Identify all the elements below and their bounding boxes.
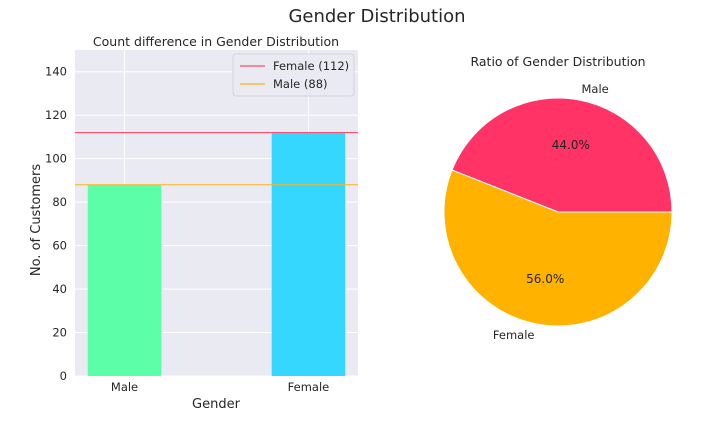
- reference-lines: [75, 132, 358, 186]
- bar-series: [87, 132, 346, 376]
- pie-slice-male: [451, 97, 673, 213]
- legend: Female (112) Male (88): [232, 53, 355, 97]
- legend-label: Female (112): [273, 59, 349, 73]
- pie-category-label: Female: [493, 328, 535, 342]
- bar-male: [87, 184, 162, 376]
- y-tick-label: 0: [60, 369, 67, 383]
- pie-chart-title: Ratio of Gender Distribution: [470, 54, 645, 69]
- x-tick-label: Male: [111, 380, 138, 394]
- y-tick-label: 140: [45, 65, 67, 79]
- y-tick-label: 60: [52, 239, 67, 253]
- bar-chart-title: Count difference in Gender Distribution: [93, 34, 339, 49]
- x-tick-label: Female: [288, 380, 330, 394]
- pie-pct-label: 44.0%: [552, 138, 590, 152]
- bar-chart: Count difference in Gender Distribution …: [29, 34, 358, 412]
- pie-labels: 44.0% Male 56.0% Female: [493, 82, 609, 342]
- pie-slice-female: [443, 169, 673, 327]
- figure-suptitle: Gender Distribution: [288, 6, 465, 27]
- y-tick-label: 80: [52, 195, 67, 209]
- y-axis-label: No. of Customers: [29, 164, 44, 277]
- legend-box: [232, 53, 355, 97]
- y-tick-label: 120: [45, 108, 67, 122]
- pie-category-label: Male: [581, 82, 608, 96]
- y-tick-label: 100: [45, 152, 67, 166]
- y-tick-label: 40: [52, 282, 67, 296]
- y-axis-ticks: 0 20 40 60 80 100 120 140: [45, 65, 67, 383]
- x-axis-ticks: Male Female: [111, 380, 329, 394]
- pie-pct-label: 56.0%: [526, 272, 564, 286]
- y-tick-label: 20: [52, 326, 67, 340]
- x-axis-label: Gender: [192, 397, 241, 412]
- legend-label: Male (88): [273, 77, 328, 91]
- pie-slices: [443, 97, 673, 327]
- pie-chart: Ratio of Gender Distribution 44.0% Male 56…: [443, 54, 673, 342]
- bar-female: [271, 132, 346, 376]
